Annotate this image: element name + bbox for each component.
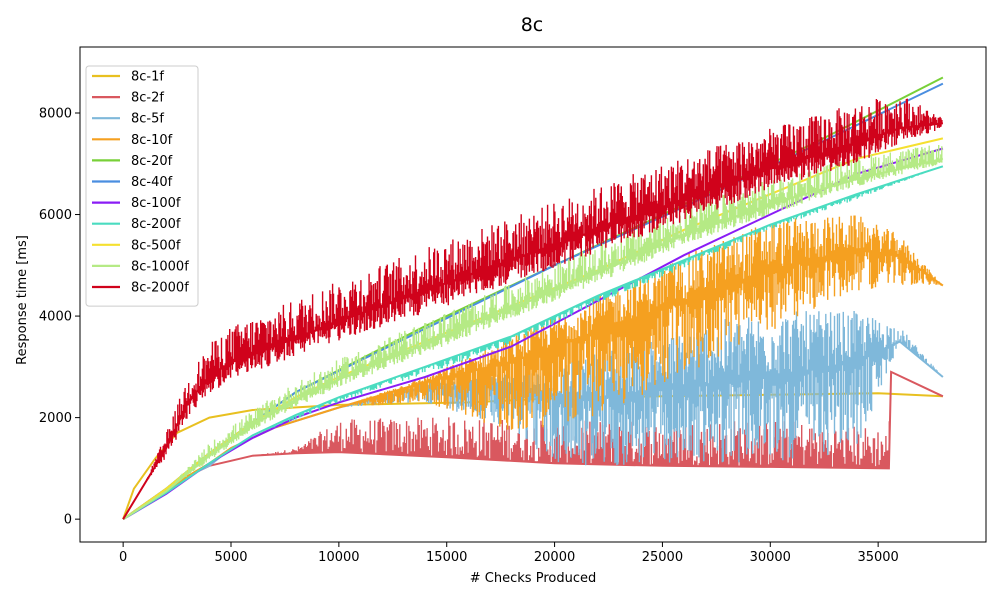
legend-label: 8c-100f bbox=[131, 196, 181, 211]
series-noise bbox=[252, 166, 943, 435]
x-tick-label: 10000 bbox=[318, 550, 359, 565]
legend-box bbox=[85, 65, 199, 307]
x-tick-label: 0 bbox=[119, 550, 127, 565]
y-tick-label: 8000 bbox=[39, 107, 72, 122]
x-axis-label: # Checks Produced bbox=[470, 571, 596, 586]
legend-label: 8c-20f bbox=[131, 154, 173, 169]
legend-label: 8c-5f bbox=[131, 112, 164, 127]
legend-label: 8c-40f bbox=[131, 175, 173, 190]
legend-label: 8c-10f bbox=[131, 133, 173, 148]
x-tick-label: 20000 bbox=[534, 550, 575, 565]
y-tick-label: 6000 bbox=[39, 208, 72, 223]
legend-label: 8c-1000f bbox=[131, 259, 189, 274]
legend: 8c-1f 8c-2f 8c-5f 8c-10f 8c-20f 8c-40f 8c-100f… bbox=[85, 65, 199, 307]
series-8c-2000f bbox=[122, 98, 944, 520]
y-tick-label: 2000 bbox=[39, 411, 72, 426]
plot-frame bbox=[79, 46, 987, 543]
x-tick-label: 30000 bbox=[750, 550, 791, 565]
y-axis-label: Response time [ms] bbox=[15, 235, 30, 365]
legend-label: 8c-500f bbox=[131, 238, 181, 253]
legend-label: 8c-200f bbox=[131, 217, 181, 232]
legend-label: 8c-2000f bbox=[131, 281, 189, 296]
series-noise bbox=[253, 397, 892, 469]
chart-title: 8c bbox=[521, 14, 544, 36]
x-tick-label: 15000 bbox=[426, 550, 467, 565]
y-axis: 0 2000 4000 6000 8000 bbox=[39, 107, 80, 528]
series-8c-1000f bbox=[122, 145, 944, 521]
y-tick-label: 4000 bbox=[39, 310, 72, 325]
series-noise bbox=[166, 145, 943, 491]
x-tick-label: 35000 bbox=[857, 550, 898, 565]
legend-label: 8c-2f bbox=[131, 91, 164, 106]
x-tick-label: 25000 bbox=[642, 550, 683, 565]
series-8c-200f bbox=[122, 165, 944, 521]
x-tick-label: 5000 bbox=[214, 550, 247, 565]
x-axis: 0 5000 10000 15000 20000 25000 30000 35000 bbox=[119, 542, 899, 565]
series-layer bbox=[122, 76, 944, 521]
y-tick-label: 0 bbox=[64, 513, 72, 528]
legend-label: 8c-1f bbox=[131, 70, 164, 85]
series-noise bbox=[339, 215, 943, 430]
series-noise bbox=[144, 98, 943, 484]
